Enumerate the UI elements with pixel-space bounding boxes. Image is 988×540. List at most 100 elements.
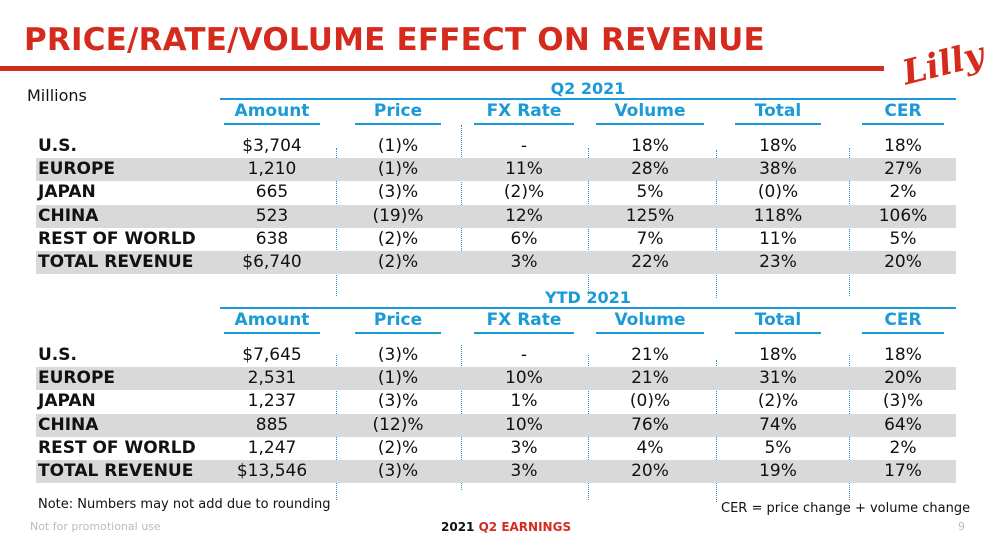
ytd-col-header: Price: [373, 310, 423, 330]
q2-cell-total: 18%: [759, 136, 797, 156]
title-underline: [0, 66, 884, 71]
ytd-cell-total: 74%: [759, 414, 797, 435]
ytd-row-label: U.S.: [38, 345, 77, 365]
ytd-cell-volume: 76%: [631, 414, 669, 435]
ytd-col-header: CER: [884, 310, 922, 330]
rounding-note: Note: Numbers may not add due to roundin…: [38, 497, 331, 512]
q2-cell-amount: 638: [255, 228, 289, 249]
ytd-cell-total: 31%: [759, 368, 797, 389]
q2-cell-amount: 1,210: [247, 159, 297, 180]
ytd-cell-fx-rate: -: [520, 345, 528, 365]
ytd-section-title: YTD 2021: [545, 288, 631, 307]
ytd-col-header: Amount: [234, 310, 310, 330]
ytd-col-header: FX Rate: [486, 310, 562, 330]
q2-cell-total: 38%: [759, 159, 797, 180]
cer-note: CER = price change + volume change: [721, 501, 971, 516]
q2-cell-fx-rate: (2)%: [503, 182, 545, 203]
q2-cell-total: 11%: [759, 228, 797, 249]
q2-cell-cer: 18%: [884, 136, 922, 156]
q2-col-header-underline: [224, 123, 320, 125]
footer-label: Q2 EARNINGS: [478, 520, 572, 534]
q2-col-header-underline: [735, 123, 821, 125]
lilly-logo: Lilly: [898, 34, 988, 94]
q2-table-row: TOTAL REVENUE $6,740 (2)% 3% 22% 23% 20%: [36, 251, 956, 274]
q2-table-row: REST OF WORLD 638 (2)% 6% 7% 11% 5%: [36, 228, 956, 251]
q2-cell-total: 23%: [759, 252, 797, 272]
ytd-cell-volume: 21%: [631, 368, 669, 389]
q2-col-header: Price: [373, 101, 423, 121]
q2-cell-fx-rate: -: [520, 136, 528, 156]
q2-section-title: Q2 2021: [550, 79, 626, 98]
ytd-cell-volume: 20%: [631, 461, 669, 481]
q2-table-row: EUROPE 1,210 (1)% 11% 28% 38% 27%: [36, 158, 956, 182]
ytd-col-header-underline: [862, 332, 944, 334]
ytd-col-header-underline: [596, 332, 704, 334]
ytd-col-header-underline: [735, 332, 821, 334]
ytd-cell-cer: 18%: [884, 345, 922, 365]
q2-table-row: U.S. $3,704 (1)% - 18% 18% 18%: [36, 135, 956, 158]
q2-col-header-underline: [355, 123, 441, 125]
q2-table-row: JAPAN 665 (3)% (2)% 5% (0)% 2%: [36, 181, 956, 204]
ytd-cell-amount: 1,247: [247, 437, 297, 458]
q2-col-header: FX Rate: [486, 101, 562, 121]
ytd-cell-price: (3)%: [377, 391, 419, 412]
ytd-cell-amount: $13,546: [236, 461, 308, 481]
ytd-cell-fx-rate: 10%: [505, 414, 543, 435]
q2-cell-volume: 18%: [631, 136, 669, 156]
ytd-cell-total: 19%: [759, 461, 797, 481]
units-label: Millions: [27, 86, 87, 105]
q2-col-header-underline: [474, 123, 574, 125]
q2-cell-amount: 665: [255, 182, 289, 203]
ytd-cell-price: (12)%: [372, 414, 424, 435]
q2-cell-price: (1)%: [377, 136, 419, 156]
ytd-col-header: Volume: [614, 310, 686, 330]
ytd-cell-amount: 2,531: [247, 368, 297, 389]
q2-cell-volume: 125%: [625, 205, 675, 226]
ytd-table-row: U.S. $7,645 (3)% - 21% 18% 18%: [36, 344, 956, 367]
ytd-cell-volume: 21%: [631, 345, 669, 365]
page-number: 9: [958, 520, 965, 533]
q2-cell-price: (1)%: [377, 159, 419, 180]
ytd-col-header-underline: [474, 332, 574, 334]
ytd-table-row: JAPAN 1,237 (3)% 1% (0)% (2)% (3)%: [36, 390, 956, 413]
ytd-row-label: CHINA: [38, 414, 99, 435]
ytd-cell-amount: 1,237: [247, 391, 297, 412]
promo-disclaimer: Not for promotional use: [30, 520, 161, 533]
q2-header-rule: [220, 98, 956, 100]
q2-cell-amount: $6,740: [242, 252, 302, 272]
q2-row-label: U.S.: [38, 136, 77, 156]
ytd-cell-price: (1)%: [377, 368, 419, 389]
q2-cell-fx-rate: 3%: [510, 252, 538, 272]
q2-cell-volume: 7%: [636, 228, 664, 249]
ytd-cell-total: (2)%: [757, 391, 799, 412]
ytd-table-row: EUROPE 2,531 (1)% 10% 21% 31% 20%: [36, 367, 956, 391]
ytd-row-label: TOTAL REVENUE: [38, 461, 194, 481]
q2-cell-cer: 5%: [889, 228, 917, 249]
ytd-cell-price: (3)%: [377, 461, 419, 481]
q2-cell-fx-rate: 12%: [505, 205, 543, 226]
footer: 2021 Q2 EARNINGS: [441, 520, 571, 534]
q2-col-header: Total: [754, 101, 802, 121]
q2-cell-cer: 106%: [878, 205, 928, 226]
q2-cell-price: (19)%: [372, 205, 424, 226]
q2-row-label: TOTAL REVENUE: [38, 252, 194, 272]
ytd-cell-cer: 64%: [884, 414, 922, 435]
q2-cell-price: (2)%: [377, 228, 419, 249]
column-separator: [461, 125, 462, 273]
q2-col-header: CER: [884, 101, 922, 121]
q2-col-header: Amount: [234, 101, 310, 121]
ytd-cell-amount: 885: [255, 414, 289, 435]
ytd-row-label: EUROPE: [38, 368, 116, 389]
ytd-cell-total: 18%: [759, 345, 797, 365]
q2-row-label: JAPAN: [38, 182, 96, 203]
q2-cell-total: (0)%: [757, 182, 799, 203]
ytd-table-row: REST OF WORLD 1,247 (2)% 3% 4% 5% 2%: [36, 437, 956, 460]
ytd-cell-fx-rate: 10%: [505, 368, 543, 389]
q2-col-header-underline: [596, 123, 704, 125]
q2-row-label: REST OF WORLD: [38, 228, 196, 249]
q2-row-label: CHINA: [38, 205, 99, 226]
ytd-table-row: TOTAL REVENUE $13,546 (3)% 3% 20% 19% 17%: [36, 460, 956, 483]
page-title: PRICE/RATE/VOLUME EFFECT ON REVENUE: [24, 22, 765, 58]
ytd-cell-price: (2)%: [377, 437, 419, 458]
ytd-row-label: REST OF WORLD: [38, 437, 196, 458]
